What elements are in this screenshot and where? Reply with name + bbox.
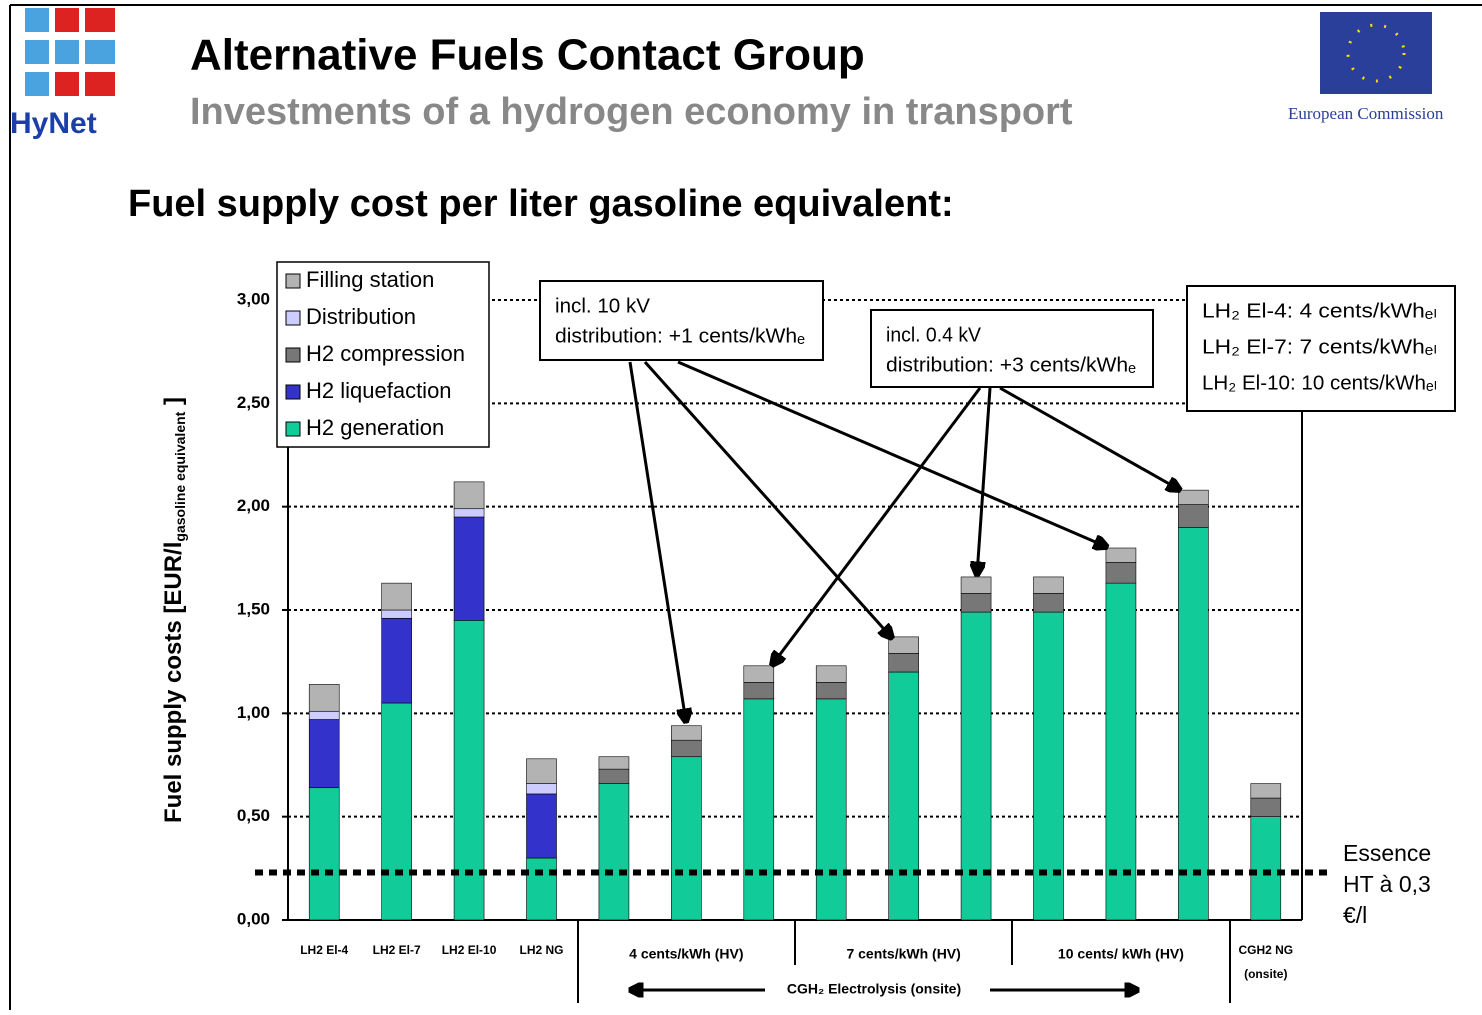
y-tick-label: 1,00 bbox=[237, 703, 270, 722]
heading: Fuel supply cost per liter gasoline equi… bbox=[128, 183, 954, 225]
legend-label: H2 compression bbox=[306, 341, 465, 366]
bar-segment bbox=[526, 857, 557, 921]
legend-box bbox=[276, 261, 490, 448]
x-tick-label: LH2 El-10 bbox=[442, 943, 497, 957]
bar-segment bbox=[1105, 562, 1137, 584]
bar-segment bbox=[1033, 593, 1064, 613]
annotation-text: distribution: +1 cents/kWhₑ bbox=[555, 325, 805, 347]
bar-segment bbox=[1178, 527, 1209, 921]
bar-segment bbox=[671, 739, 702, 758]
annotation-box bbox=[539, 280, 824, 361]
bar-segment bbox=[671, 725, 702, 741]
bar-segment bbox=[308, 719, 340, 789]
bar-segment bbox=[1250, 783, 1282, 799]
bar-segment bbox=[308, 710, 340, 720]
arrows bbox=[630, 360, 1180, 990]
annotation-box bbox=[1186, 285, 1456, 412]
subtitle: Investments of a hydrogen economy in tra… bbox=[190, 91, 1073, 133]
legend-swatch bbox=[285, 310, 301, 326]
y-label-part: gasoline equivalent bbox=[172, 411, 188, 541]
x-tick-label: LH2 El-4 bbox=[300, 943, 348, 957]
bar-segment bbox=[381, 582, 412, 611]
legend-label: Distribution bbox=[306, 304, 416, 329]
legend-label: H2 liquefaction bbox=[306, 378, 452, 403]
group-label: 4 cents/kWh (HV) bbox=[629, 946, 743, 962]
y-label-part: Fuel supply costs [EUR/l bbox=[160, 542, 187, 823]
bar-segment bbox=[526, 783, 557, 795]
group-label: 10 cents/ kWh (HV) bbox=[1058, 946, 1184, 962]
title: Alternative Fuels Contact Group bbox=[190, 31, 865, 80]
x-tick-label: LH2 NG bbox=[519, 943, 563, 957]
bar-segment bbox=[960, 593, 992, 613]
group-label: 7 cents/kWh (HV) bbox=[846, 946, 960, 962]
bar-segment bbox=[1033, 576, 1064, 594]
bar-segment bbox=[598, 768, 630, 784]
y-tick-label: 2,50 bbox=[237, 393, 270, 412]
y-tick-label: 2,00 bbox=[237, 496, 270, 515]
y-axis-label: Fuel supply costs [EUR/lgasoline equival… bbox=[160, 397, 187, 823]
annotation-text: LH₂ El-4: 4 cents/kWhₑₗ bbox=[1202, 300, 1437, 322]
bar-segment bbox=[598, 783, 630, 921]
bar-segment bbox=[743, 682, 775, 700]
y-tick-label: 3,00 bbox=[237, 289, 270, 308]
bar-segment bbox=[1033, 611, 1064, 921]
bar-segment bbox=[888, 636, 919, 654]
reference-label: HT à 0,3 bbox=[1343, 871, 1431, 897]
bar-segment bbox=[815, 682, 847, 700]
bar-segment bbox=[888, 671, 919, 921]
bar-segment bbox=[381, 617, 412, 704]
bar-segment bbox=[1178, 504, 1209, 528]
annotation-box bbox=[870, 309, 1154, 388]
super-group-label: CGH₂ Electrolysis (onsite) bbox=[787, 981, 961, 997]
bar-segment bbox=[1250, 816, 1282, 921]
bar-segment bbox=[743, 698, 775, 921]
annotation-text: LH₂ El-7: 7 cents/kWhₑₗ bbox=[1202, 336, 1437, 358]
annotation-text: incl. 0.4 kV bbox=[886, 324, 982, 346]
reference-label: Essence bbox=[1343, 840, 1431, 866]
bar-segment bbox=[381, 609, 412, 619]
bar-segment bbox=[308, 787, 340, 921]
legend-label: Filling station bbox=[306, 267, 434, 292]
y-label-part: ] bbox=[160, 397, 187, 412]
org: European Commission bbox=[1288, 104, 1444, 123]
bar-segment bbox=[1250, 797, 1282, 817]
annotation-text: distribution: +3 cents/kWhₑ bbox=[886, 354, 1136, 376]
bar-segment bbox=[526, 793, 557, 859]
y-tick-label: 1,50 bbox=[237, 599, 270, 618]
bar-segment bbox=[1178, 489, 1209, 505]
bar-segment bbox=[453, 481, 485, 510]
bar-segment bbox=[815, 665, 847, 683]
bar-segment bbox=[453, 508, 485, 518]
annotation-text: incl. 10 kV bbox=[555, 295, 651, 317]
bar-segment bbox=[888, 653, 919, 673]
reference-label: €/l bbox=[1343, 902, 1367, 928]
hynet-logo bbox=[25, 8, 115, 96]
bar-segment bbox=[1105, 547, 1137, 563]
bar-segment bbox=[960, 611, 992, 921]
legend-swatch bbox=[285, 273, 301, 289]
bar-segment bbox=[743, 665, 775, 683]
legend-label: H2 generation bbox=[306, 415, 444, 440]
logo-text: HyNet bbox=[10, 107, 97, 140]
y-tick-label: 0,50 bbox=[237, 806, 270, 825]
bar-segment bbox=[598, 756, 630, 770]
bar-segment bbox=[815, 698, 847, 921]
y-tick-label: 0,00 bbox=[237, 909, 270, 928]
bar-segment bbox=[960, 576, 992, 594]
legend-swatch bbox=[285, 421, 301, 437]
bar-segment bbox=[526, 758, 557, 784]
annotation-text: LH₂ El-10: 10 cents/kWhₑₗ bbox=[1202, 372, 1437, 394]
bar-segment bbox=[308, 684, 340, 712]
x-tick-label: LH2 El-7 bbox=[373, 943, 421, 957]
x-tick-label: CGH2 NG (onsite) bbox=[1238, 943, 1293, 981]
eu-flag bbox=[1320, 12, 1432, 94]
bar-segment bbox=[671, 756, 702, 921]
legend-swatch bbox=[285, 347, 301, 363]
bar-segment bbox=[453, 516, 485, 621]
legend-swatch bbox=[285, 384, 301, 400]
bar-segment bbox=[381, 702, 412, 921]
